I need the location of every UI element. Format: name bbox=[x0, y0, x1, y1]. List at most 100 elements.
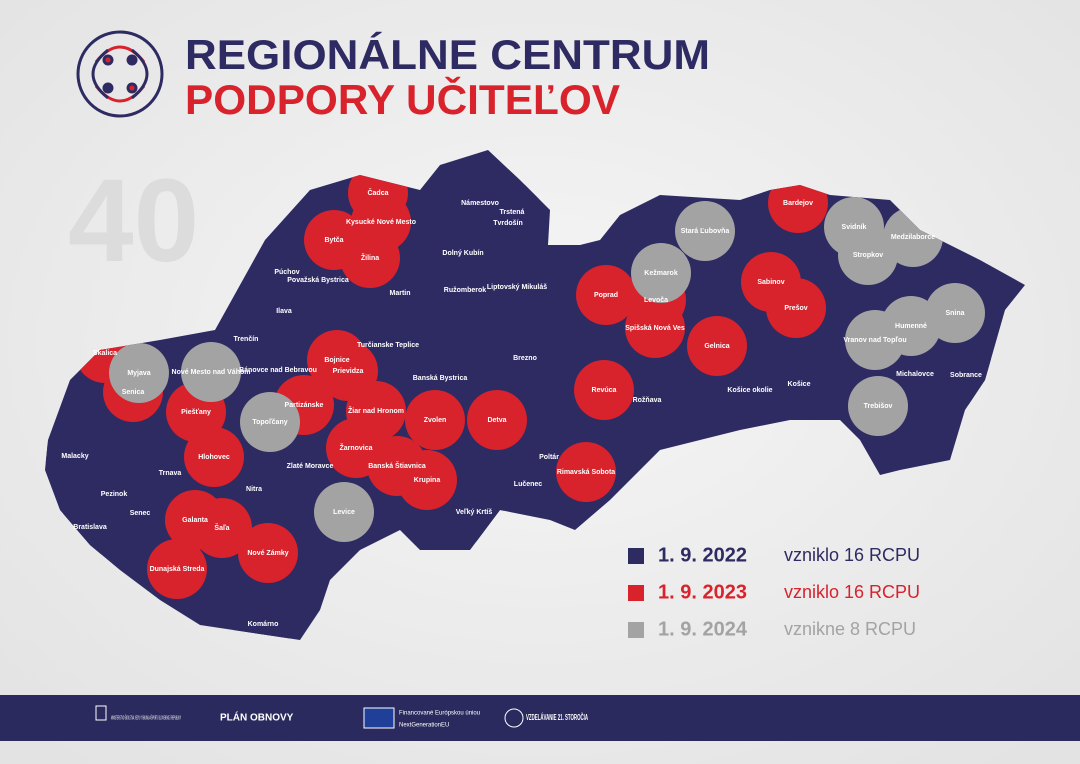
district bbox=[405, 390, 465, 450]
district-label: Rožňava bbox=[633, 397, 662, 404]
legend-text: vznikne 8 RCPU bbox=[784, 619, 916, 639]
legend-swatch bbox=[628, 548, 644, 564]
district-label: Bytča bbox=[324, 237, 343, 244]
footer-plan: PLÁN OBNOVY bbox=[220, 711, 294, 724]
title: PODPORY UČITEĽOV bbox=[185, 75, 620, 123]
district-label: Považská Bystrica bbox=[287, 277, 349, 284]
district-label: Nové Mesto nad Váhom bbox=[172, 369, 251, 376]
district-label: Poltár bbox=[539, 454, 559, 461]
district-label: Námestovo bbox=[461, 200, 499, 207]
district-label: Žiar nad Hronom bbox=[348, 406, 404, 415]
footer-edu: VZDELÁVANIE 21. STOROČIA bbox=[526, 713, 588, 722]
district-label: Poprad bbox=[594, 292, 618, 299]
district-label: Púchov bbox=[274, 269, 299, 276]
district bbox=[498, 454, 558, 514]
logo bbox=[76, 30, 164, 118]
district bbox=[478, 193, 538, 253]
legend-text: vzniklo 16 RCPU bbox=[784, 582, 920, 602]
footer-bar bbox=[0, 695, 1080, 741]
district-label: Partizánske bbox=[285, 402, 324, 409]
district-label: Trstená bbox=[500, 209, 525, 216]
district-label: Senica bbox=[122, 389, 145, 396]
district bbox=[769, 354, 829, 414]
district-label: Kysucké Nové Mesto bbox=[346, 219, 416, 226]
district-label: Čadca bbox=[367, 188, 388, 197]
district-label: Revúca bbox=[592, 387, 617, 394]
district bbox=[397, 450, 457, 510]
district-label: Tvrdošín bbox=[493, 220, 523, 227]
legend-swatch bbox=[628, 622, 644, 638]
district bbox=[307, 330, 367, 390]
district-label: Medzilaborce bbox=[891, 234, 935, 241]
district bbox=[109, 343, 169, 403]
district-label: Nové Zámky bbox=[247, 550, 288, 557]
district-label: Komárno bbox=[248, 621, 279, 628]
district-label: Snina bbox=[945, 310, 964, 317]
district-label: Spišská Nová Ves bbox=[625, 325, 685, 332]
district bbox=[184, 427, 244, 487]
district-label: Pezinok bbox=[101, 491, 128, 498]
district-label: Sabinov bbox=[757, 279, 784, 286]
district-label: Sobrance bbox=[950, 372, 982, 379]
ministry-emblem bbox=[95, 705, 107, 721]
eu-flag bbox=[363, 707, 395, 729]
district bbox=[720, 360, 780, 420]
district bbox=[435, 260, 495, 320]
district-label: Bojnice bbox=[324, 357, 349, 364]
district-label: Trebišov bbox=[864, 403, 893, 410]
district-label: Piešťany bbox=[181, 409, 211, 416]
district-label: Detva bbox=[487, 417, 506, 424]
district bbox=[340, 228, 400, 288]
district-label: Brezno bbox=[513, 355, 537, 362]
district bbox=[631, 243, 691, 303]
district bbox=[625, 298, 685, 358]
district-label: Zvolen bbox=[424, 417, 447, 424]
district bbox=[687, 316, 747, 376]
district-label: Bardejov bbox=[783, 200, 813, 207]
district-label: Banská Bystrica bbox=[413, 375, 468, 382]
district bbox=[495, 328, 555, 388]
district bbox=[238, 523, 298, 583]
district-label: Zlaté Moravce bbox=[287, 463, 334, 470]
district-label: Myjava bbox=[127, 370, 150, 377]
district-label: Levice bbox=[333, 509, 355, 516]
district-label: Turčianske Teplice bbox=[357, 342, 419, 349]
district-label: Vranov nad Topľou bbox=[843, 337, 906, 344]
legend: 1. 9. 2022 vzniklo 16 RCPU 1. 9. 2023 vznik… bbox=[628, 544, 920, 640]
district-label: Bratislava bbox=[73, 524, 107, 531]
district-label: Stropkov bbox=[853, 252, 883, 259]
district-label: Stará Ľubovňa bbox=[681, 228, 730, 235]
district bbox=[766, 278, 826, 338]
district-label: Liptovský Mikuláš bbox=[487, 284, 547, 291]
district-label: Krupina bbox=[414, 477, 441, 484]
footer-ministry: MINISTERSTVO ŠKOLSTVA, VEDY, VÝSKUMU A Š… bbox=[111, 714, 181, 721]
district bbox=[487, 257, 547, 317]
legend-date: 1. 9. 2022 bbox=[658, 544, 747, 566]
district bbox=[556, 442, 616, 502]
district-label: Rimavská Sobota bbox=[557, 469, 615, 476]
district-label: Ilava bbox=[276, 308, 292, 315]
district-label: Nitra bbox=[246, 486, 262, 493]
district bbox=[280, 436, 340, 496]
district bbox=[181, 342, 241, 402]
legend-date: 1. 9. 2024 bbox=[658, 618, 748, 640]
footer-eu: NextGenerationEU bbox=[399, 723, 449, 729]
district-label: Malacky bbox=[61, 453, 88, 460]
district-label: Bánovce nad Bebravou bbox=[239, 367, 317, 374]
edu-icon bbox=[504, 708, 524, 728]
district-label: Lučenec bbox=[514, 481, 543, 488]
title: REGIONÁLNE CENTRUM bbox=[185, 31, 710, 78]
district-label: Košice okolie bbox=[727, 387, 772, 394]
district bbox=[574, 360, 634, 420]
district-label: Skalica bbox=[93, 350, 117, 357]
district bbox=[192, 498, 252, 558]
district-label: Humenné bbox=[895, 323, 927, 330]
district-label: Levoča bbox=[644, 297, 668, 304]
district-label: Prievidza bbox=[333, 368, 364, 375]
district bbox=[314, 482, 374, 542]
district bbox=[838, 225, 898, 285]
district bbox=[147, 539, 207, 599]
district bbox=[467, 390, 527, 450]
